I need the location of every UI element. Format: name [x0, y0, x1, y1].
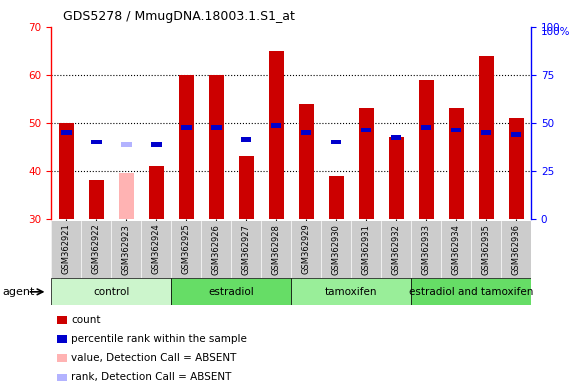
Text: rank, Detection Call = ABSENT: rank, Detection Call = ABSENT [71, 372, 232, 382]
Bar [239, 157, 254, 219]
Bar [291, 278, 411, 305]
Bar [481, 130, 491, 135]
Bar [89, 180, 104, 219]
Text: GSM362934: GSM362934 [452, 223, 461, 275]
Bar [269, 51, 284, 219]
Bar [121, 142, 131, 147]
Bar [299, 104, 313, 219]
Text: estradiol and tamoxifen: estradiol and tamoxifen [409, 287, 533, 297]
Text: GSM362923: GSM362923 [122, 223, 131, 275]
Text: GSM362922: GSM362922 [92, 223, 101, 275]
Text: GSM362930: GSM362930 [332, 223, 341, 275]
Bar [478, 56, 493, 219]
Bar [329, 175, 344, 219]
Bar [211, 125, 222, 130]
Bar [271, 123, 282, 127]
Text: 100%: 100% [541, 27, 570, 37]
Bar [301, 130, 311, 135]
Bar [209, 75, 224, 219]
Text: GSM362925: GSM362925 [182, 223, 191, 275]
Text: GSM362921: GSM362921 [62, 223, 71, 275]
Text: GSM362926: GSM362926 [212, 223, 221, 275]
Bar [59, 123, 74, 219]
Text: GDS5278 / MmugDNA.18003.1.S1_at: GDS5278 / MmugDNA.18003.1.S1_at [63, 10, 295, 23]
Bar [361, 127, 371, 132]
Bar [359, 108, 373, 219]
Text: GSM362929: GSM362929 [301, 223, 311, 275]
Text: control: control [93, 287, 130, 297]
Bar [179, 75, 194, 219]
Bar [91, 140, 102, 144]
Bar [509, 118, 524, 219]
Text: GSM362936: GSM362936 [512, 223, 521, 275]
Bar [419, 79, 433, 219]
Bar [119, 173, 134, 219]
Bar [149, 166, 164, 219]
Text: GSM362932: GSM362932 [392, 223, 401, 275]
Text: value, Detection Call = ABSENT: value, Detection Call = ABSENT [71, 353, 237, 363]
Bar [451, 127, 461, 132]
Bar [51, 278, 171, 305]
Bar [181, 125, 191, 130]
Bar [391, 135, 401, 140]
Bar [171, 278, 291, 305]
Text: estradiol: estradiol [208, 287, 254, 297]
Bar [61, 130, 71, 135]
Bar [389, 137, 404, 219]
Text: GSM362933: GSM362933 [421, 223, 431, 275]
Bar [151, 142, 162, 147]
Bar [51, 221, 531, 278]
Text: GSM362928: GSM362928 [272, 223, 281, 275]
Bar [449, 108, 464, 219]
Bar [411, 278, 531, 305]
Text: GSM362931: GSM362931 [361, 223, 371, 275]
Text: GSM362935: GSM362935 [481, 223, 490, 275]
Bar [421, 125, 431, 130]
Text: GSM362924: GSM362924 [152, 223, 161, 275]
Text: agent: agent [3, 287, 35, 297]
Text: percentile rank within the sample: percentile rank within the sample [71, 334, 247, 344]
Text: GSM362927: GSM362927 [242, 223, 251, 275]
Text: tamoxifen: tamoxifen [325, 287, 377, 297]
Bar [331, 140, 341, 144]
Bar [511, 132, 521, 137]
Text: count: count [71, 315, 101, 325]
Bar [241, 137, 251, 142]
